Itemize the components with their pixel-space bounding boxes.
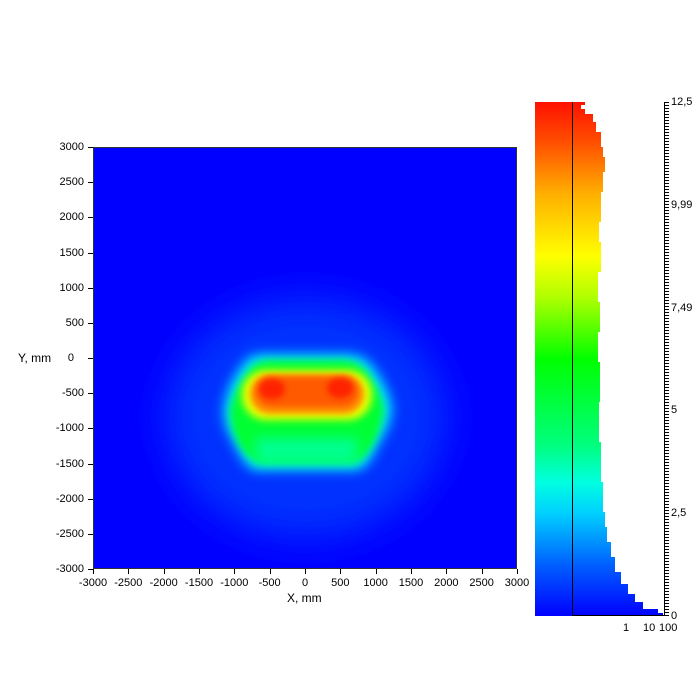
x-tick-mark <box>340 569 342 574</box>
colorbar-tick-label: 0 <box>671 610 678 622</box>
heatmap-plot-area <box>93 147 517 569</box>
y-tick-mark <box>88 287 93 289</box>
x-tick-label: -500 <box>258 577 281 589</box>
colorbar-tick-label: 12,5 <box>671 96 693 108</box>
histogram-axis-label: 10 <box>643 622 656 634</box>
x-tick-label: 2500 <box>469 577 494 589</box>
y-tick-mark <box>88 217 93 219</box>
x-tick-label: 0 <box>301 577 309 589</box>
colorbar-histogram <box>573 102 663 616</box>
y-tick-label: 500 <box>65 316 84 329</box>
colorbar-gradient <box>535 102 573 616</box>
y-tick-label: -1000 <box>55 422 84 435</box>
y-tick-mark <box>88 252 93 254</box>
x-tick-label: 500 <box>331 577 350 589</box>
heatmap-image <box>94 148 516 568</box>
y-tick-mark <box>88 393 93 395</box>
x-tick-label: 1500 <box>398 577 424 589</box>
x-tick-label: -3000 <box>78 577 108 589</box>
x-tick-mark <box>305 569 306 574</box>
y-tick-mark <box>88 182 93 184</box>
x-tick-mark <box>446 569 448 574</box>
colorbar-tick-label: 5 <box>671 404 678 417</box>
x-tick-label: -1500 <box>184 577 214 589</box>
x-tick-mark <box>481 569 483 574</box>
x-axis-title: X, mm <box>287 591 322 605</box>
colorbar-axis <box>664 102 669 616</box>
y-tick-mark <box>88 569 93 570</box>
y-tick-label: 2500 <box>59 176 84 189</box>
x-tick-mark <box>411 569 412 574</box>
y-tick-mark <box>88 147 93 148</box>
x-tick-mark <box>93 569 94 574</box>
x-tick-label: 2000 <box>434 577 459 589</box>
histogram-axis-label: 1 <box>623 622 630 634</box>
y-tick-mark <box>88 428 93 430</box>
y-tick-label: -500 <box>61 387 84 400</box>
x-tick-mark <box>375 569 377 574</box>
colorbar-tick-label: 7,49 <box>671 302 693 314</box>
y-tick-label: 0 <box>67 352 74 364</box>
y-tick-mark <box>88 463 93 465</box>
y-tick-mark <box>88 533 93 535</box>
x-tick-label: 1000 <box>363 577 388 589</box>
x-tick-label: -2500 <box>114 577 143 589</box>
x-tick-label: -1000 <box>220 577 249 589</box>
x-tick-mark <box>517 569 518 574</box>
y-tick-label: -2500 <box>55 527 84 540</box>
y-tick-label: 1000 <box>59 281 84 294</box>
y-tick-label: 1500 <box>59 246 84 259</box>
y-axis-title: Y, mm <box>18 351 52 365</box>
histogram-baseline <box>573 615 665 616</box>
y-tick-label: 2000 <box>59 211 84 224</box>
y-tick-mark <box>88 322 93 324</box>
y-tick-label: -3000 <box>55 563 84 575</box>
y-tick-label: -1500 <box>55 457 84 470</box>
x-tick-mark <box>128 569 130 574</box>
x-tick-label: -2000 <box>149 577 178 589</box>
colorbar-divider-line <box>572 102 573 616</box>
x-tick-mark <box>199 569 200 574</box>
y-tick-label: 3000 <box>59 141 84 153</box>
y-tick-mark <box>88 498 93 500</box>
x-tick-mark <box>163 569 165 574</box>
x-tick-label: 3000 <box>504 577 530 589</box>
colorbar-tick-label: 2,5 <box>671 507 687 520</box>
x-tick-mark <box>234 569 236 574</box>
x-tick-mark <box>269 569 271 574</box>
histogram-axis-label: 100 <box>659 622 678 634</box>
y-tick-label: -2000 <box>55 492 84 505</box>
colorbar-tick-label: 9,99 <box>671 199 693 212</box>
y-tick-mark <box>88 358 93 359</box>
